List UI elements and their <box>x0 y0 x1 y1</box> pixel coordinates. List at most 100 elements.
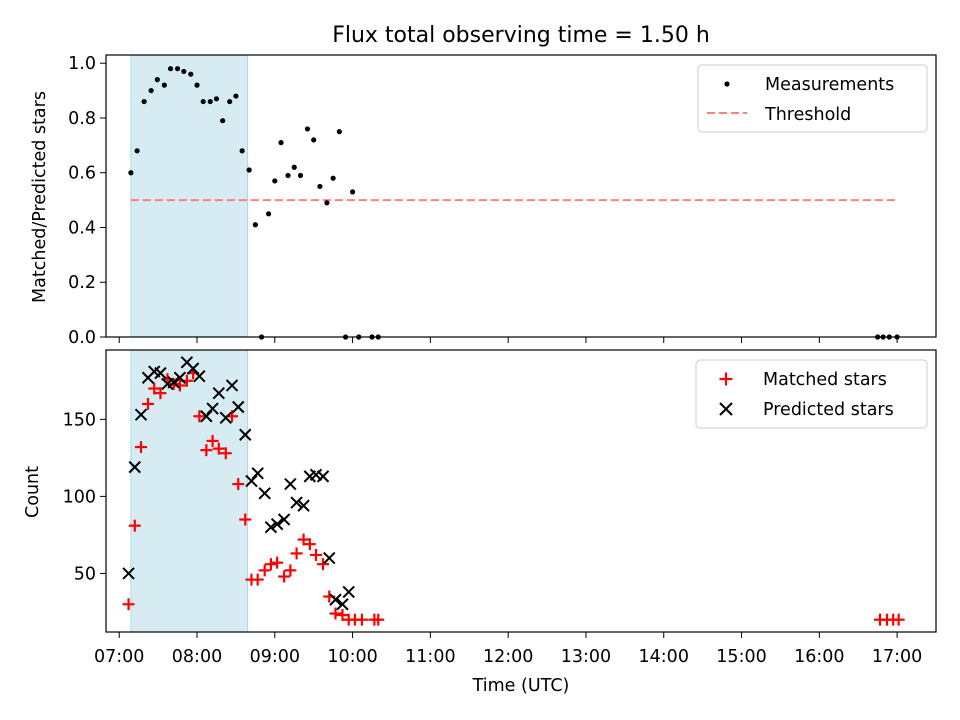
measurement-point <box>134 148 140 154</box>
measurement-point <box>154 77 160 83</box>
measurement-point <box>207 98 213 105</box>
measurement-point <box>265 211 272 217</box>
matched-star-point <box>892 613 905 626</box>
measurement-point <box>317 183 323 190</box>
matched-star-point <box>135 441 148 454</box>
measurement-point <box>233 93 239 99</box>
measurement-point <box>330 175 336 181</box>
predicted-star-point <box>342 585 355 599</box>
x-tick-label: 10:00 <box>327 647 377 667</box>
predicted-star-point <box>122 567 135 580</box>
measurement-point <box>297 172 304 179</box>
predicted-star-point <box>323 551 336 565</box>
predicted-star-point <box>200 410 213 423</box>
x-tick-label: 16:00 <box>794 647 844 667</box>
top-y-tick-label: 1.0 <box>68 54 96 74</box>
top-y-tick-label: 0.0 <box>68 328 96 348</box>
legend-matched-label: Matched stars <box>763 370 887 390</box>
measurement-point <box>227 98 233 105</box>
predicted-star-point <box>212 386 225 400</box>
predicted-star-point <box>134 408 148 421</box>
bottom-legend: Matched stars Predicted stars <box>695 359 928 429</box>
measurement-point <box>174 66 181 72</box>
measurement-point <box>239 148 245 154</box>
measurement-point <box>161 82 167 88</box>
top-y-tick-label: 0.4 <box>68 218 96 238</box>
top-observing-span <box>130 54 249 338</box>
matched-star-point <box>258 564 271 577</box>
bottom-y-tick-label: 150 <box>63 410 96 430</box>
measurement-point <box>285 172 291 179</box>
top-y-tick-label: 0.6 <box>68 164 96 184</box>
top-y-tick-label: 0.2 <box>68 273 96 293</box>
matched-star-point <box>284 564 297 577</box>
predicted-star-point <box>186 362 200 375</box>
matched-star-point <box>122 598 135 611</box>
measurement-point <box>141 98 147 105</box>
legend-measurements-label: Measurements <box>765 75 894 95</box>
predicted-star-point <box>336 598 349 611</box>
measurement-point <box>324 200 330 206</box>
predicted-star-point <box>225 379 239 392</box>
matched-star-point <box>232 478 245 491</box>
measurement-point <box>220 118 226 124</box>
measurement-point <box>200 98 206 105</box>
measurement-point <box>272 178 278 184</box>
legend-threshold-label: Threshold <box>764 105 851 125</box>
predicted-star-point <box>264 521 278 534</box>
measurement-point <box>291 164 297 170</box>
matched-star-point <box>264 558 277 571</box>
measurement-point <box>311 137 317 143</box>
matched-star-point <box>154 387 167 400</box>
x-tick-label: 13:00 <box>561 647 611 667</box>
predicted-star-point <box>297 499 310 512</box>
matched-star-point <box>193 410 206 423</box>
matched-star-point <box>142 397 155 410</box>
predicted-star-point <box>167 376 180 389</box>
legend-matched-marker <box>719 372 733 386</box>
predicted-star-point <box>219 411 233 425</box>
x-tick-label: 09:00 <box>250 647 300 667</box>
measurement-point <box>252 222 258 228</box>
top-legend-box <box>697 64 928 133</box>
predicted-star-point <box>245 474 258 488</box>
bottom-subplot: 50 100 150 07:00 08:00 09:00 10:00 11:00 12:00 13… <box>63 349 937 667</box>
matched-star-point <box>212 442 225 455</box>
bottom-observing-span <box>130 349 249 633</box>
predicted-star-point <box>206 402 219 415</box>
measurement-point <box>336 129 342 135</box>
matched-star-point <box>206 434 219 447</box>
measurement-point <box>278 140 284 146</box>
matched-star-point <box>336 609 349 622</box>
x-tick-label: 15:00 <box>716 647 766 667</box>
matched-star-point <box>200 444 213 457</box>
top-y-axis-label: Matched/Predicted stars <box>30 91 50 303</box>
bottom-y-tick-label: 100 <box>63 487 96 507</box>
matched-star-point <box>278 570 291 583</box>
predicted-star-point <box>232 400 245 414</box>
bottom-legend-box <box>695 359 928 429</box>
top-axes-frame <box>105 54 937 338</box>
measurement-point <box>188 71 194 77</box>
predicted-star-point <box>251 467 264 480</box>
bottom-axes-frame <box>105 349 937 633</box>
predicted-star-point <box>316 470 330 483</box>
measurement-point <box>181 68 187 75</box>
predicted-star-point <box>329 593 342 606</box>
x-tick-label: 12:00 <box>483 647 533 667</box>
legend-predicted-marker <box>719 402 733 416</box>
measurement-point <box>246 167 252 173</box>
matched-star-point <box>297 533 310 546</box>
matched-star-point <box>167 377 180 390</box>
matched-star-point <box>329 607 342 620</box>
matched-star-point <box>372 613 385 626</box>
x-tick-label: 08:00 <box>172 647 222 667</box>
bottom-y-tick-label: 50 <box>74 564 96 584</box>
x-tick-label: 17:00 <box>872 647 922 667</box>
x-tick-label: 11:00 <box>405 647 455 667</box>
legend-predicted-label: Predicted stars <box>763 400 894 420</box>
matched-star-point <box>251 573 264 586</box>
x-tick-label: 14:00 <box>639 647 689 667</box>
matched-star-point <box>290 547 303 560</box>
predicted-star-point <box>239 428 252 441</box>
